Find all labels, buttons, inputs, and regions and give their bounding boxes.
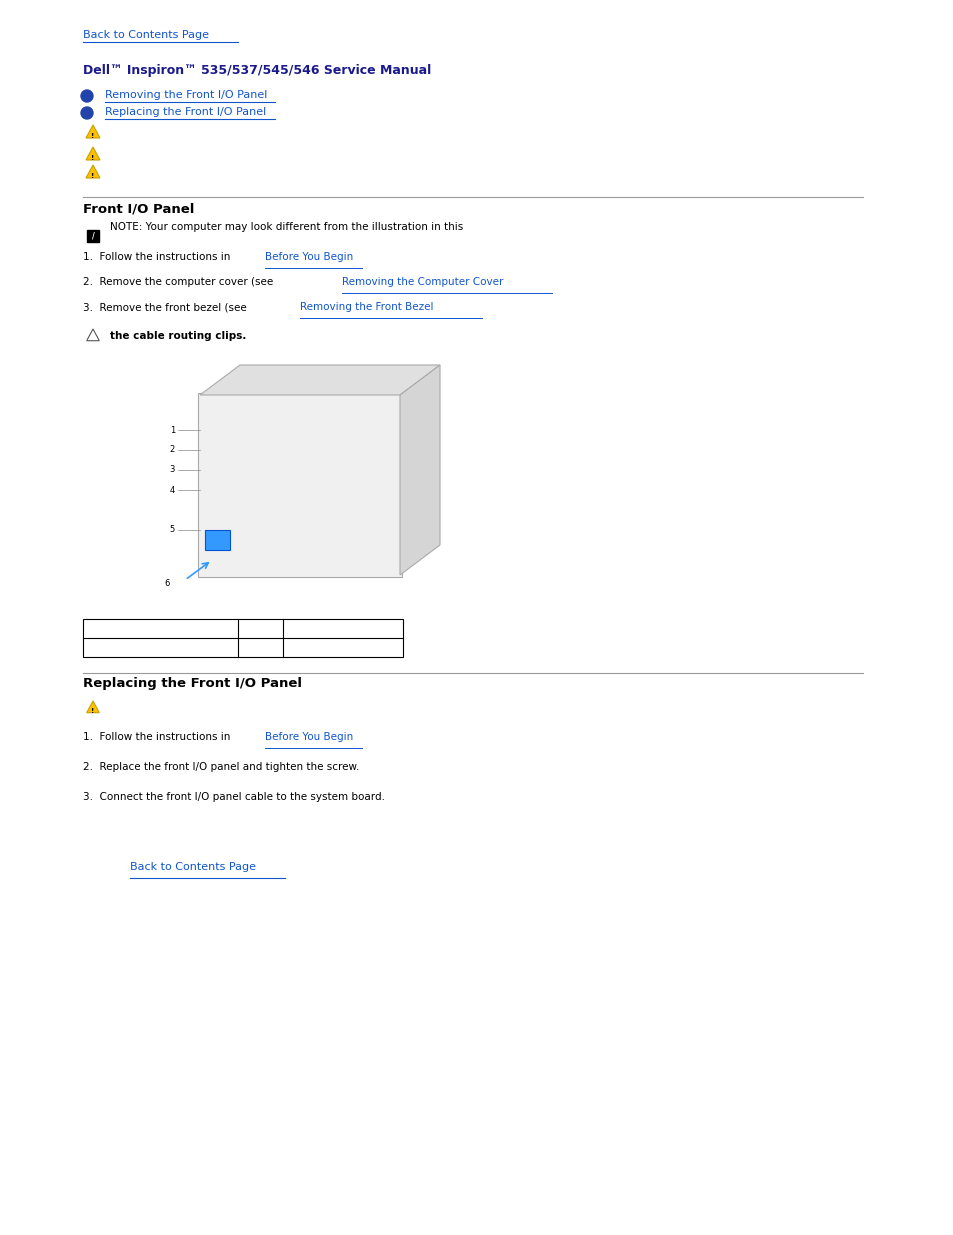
- Text: 1: 1: [170, 426, 174, 435]
- Text: Front I/O Panel: Front I/O Panel: [83, 203, 194, 215]
- Text: Before You Begin: Before You Begin: [265, 252, 353, 262]
- Text: !: !: [91, 133, 94, 140]
- Text: NOTE: Your computer may look different from the illustration in this: NOTE: Your computer may look different f…: [110, 222, 463, 232]
- Polygon shape: [86, 125, 100, 138]
- Text: Replacing the Front I/O Panel: Replacing the Front I/O Panel: [105, 107, 266, 117]
- Text: !: !: [91, 156, 94, 161]
- Circle shape: [81, 90, 92, 103]
- Text: Replacing the Front I/O Panel: Replacing the Front I/O Panel: [83, 677, 302, 690]
- Bar: [87, 230, 99, 242]
- Text: Removing the Front Bezel: Removing the Front Bezel: [299, 303, 433, 312]
- Polygon shape: [87, 701, 99, 713]
- Polygon shape: [399, 366, 439, 576]
- Text: 1.  Follow the instructions in: 1. Follow the instructions in: [83, 732, 230, 742]
- Text: 3: 3: [170, 466, 174, 474]
- Bar: [205, 530, 230, 550]
- Text: 2: 2: [170, 446, 174, 454]
- Text: /: /: [91, 231, 94, 241]
- Polygon shape: [200, 366, 439, 395]
- Text: 5: 5: [170, 526, 174, 535]
- Text: Dell™ Inspiron™ 535/537/545/546 Service Manual: Dell™ Inspiron™ 535/537/545/546 Service …: [83, 64, 431, 77]
- Bar: [83, 619, 402, 657]
- Text: the cable routing clips.: the cable routing clips.: [110, 331, 246, 341]
- Text: Removing the Computer Cover: Removing the Computer Cover: [341, 277, 503, 287]
- Text: Removing the Front I/O Panel: Removing the Front I/O Panel: [105, 90, 267, 100]
- Text: 6: 6: [165, 578, 170, 588]
- Text: 4: 4: [170, 485, 174, 494]
- Polygon shape: [86, 165, 100, 178]
- Text: 2.  Replace the front I/O panel and tighten the screw.: 2. Replace the front I/O panel and tight…: [83, 762, 359, 772]
- Circle shape: [81, 107, 92, 119]
- Text: 1.  Follow the instructions in: 1. Follow the instructions in: [83, 252, 230, 262]
- Text: 3.  Remove the front bezel (see: 3. Remove the front bezel (see: [83, 303, 247, 312]
- Text: 2.  Remove the computer cover (see: 2. Remove the computer cover (see: [83, 277, 273, 287]
- Text: Back to Contents Page: Back to Contents Page: [83, 30, 209, 40]
- Text: 3.  Connect the front I/O panel cable to the system board.: 3. Connect the front I/O panel cable to …: [83, 792, 385, 802]
- Text: Back to Contents Page: Back to Contents Page: [130, 862, 255, 872]
- Polygon shape: [87, 329, 99, 341]
- FancyBboxPatch shape: [198, 393, 401, 577]
- Polygon shape: [86, 147, 100, 161]
- Text: !: !: [91, 708, 94, 714]
- Text: !: !: [91, 173, 94, 179]
- Text: Before You Begin: Before You Begin: [265, 732, 353, 742]
